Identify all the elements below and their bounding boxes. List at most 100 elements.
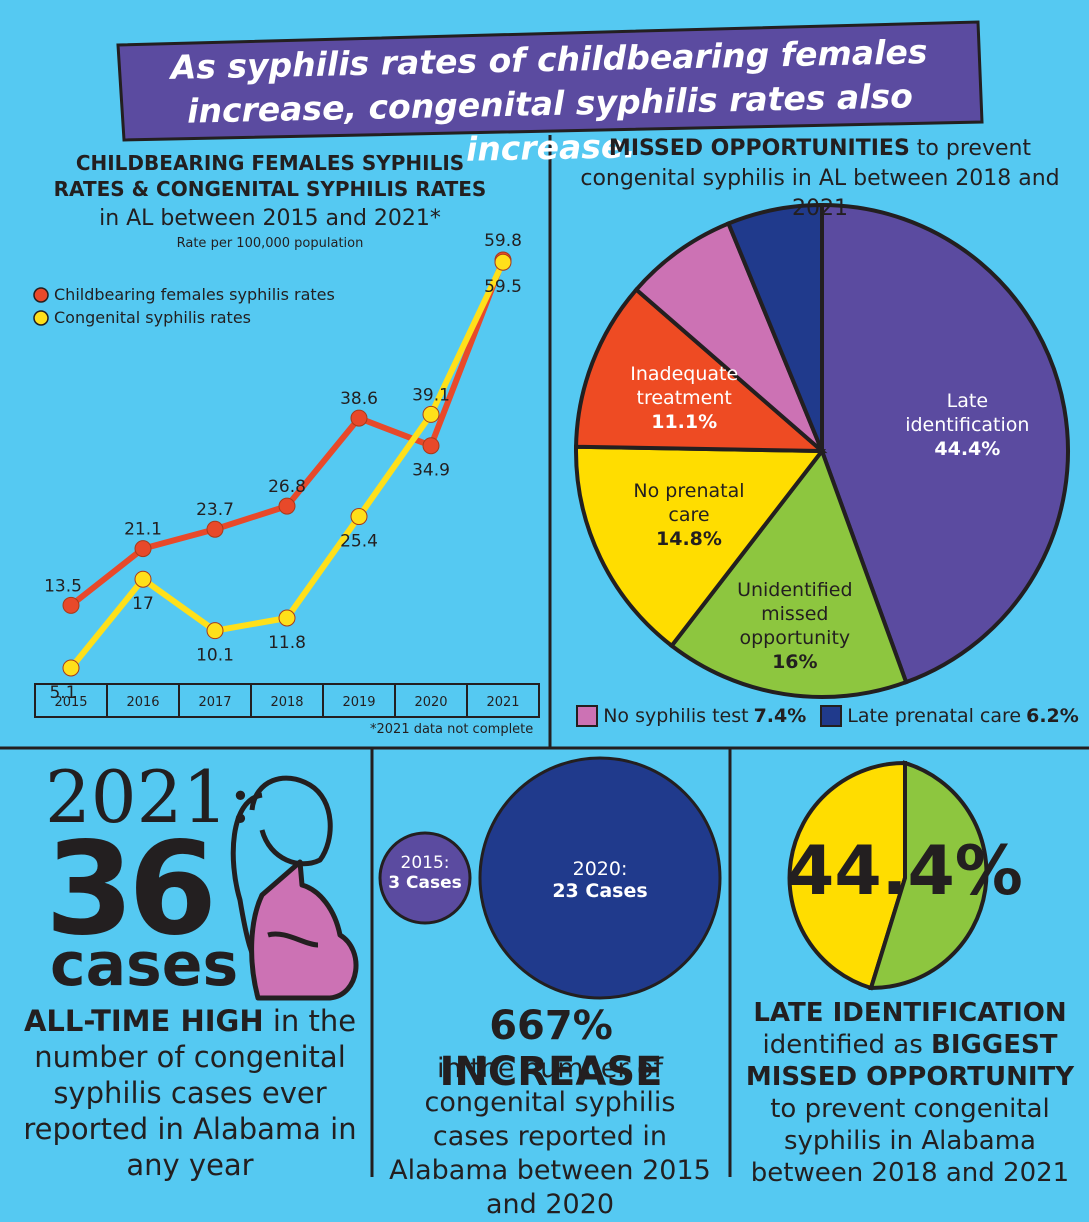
legend-item: No syphilis test 7.4% xyxy=(576,705,806,727)
x-tick-label: 2020 xyxy=(414,695,447,710)
data-point xyxy=(206,520,224,538)
data-point xyxy=(62,596,80,614)
pie-slice xyxy=(574,444,827,649)
pie-label-value: 14.8% xyxy=(656,527,722,550)
dividers xyxy=(0,135,1089,1177)
data-label: 23.7 xyxy=(196,500,234,520)
legend-value: 7.4% xyxy=(753,705,807,727)
cases-text: ALL-TIME HIGH in the number of congenita… xyxy=(20,1003,360,1183)
line-subtitle: in AL between 2015 and 2021* xyxy=(99,206,441,231)
legend-marker xyxy=(33,310,49,326)
x-tick-label: 2016 xyxy=(126,695,159,710)
graphics: 2015 2016 2017 2018 2019 2020 2021 Childbearing… xyxy=(0,20,1089,1177)
late-text2: to prevent congenital syphilis in Alabam… xyxy=(750,1094,1070,1188)
data-label: 11.8 xyxy=(268,633,306,653)
pie-heading: MISSED OPPORTUNITIES to prevent congenit… xyxy=(560,134,1080,224)
data-point xyxy=(278,497,296,515)
data-label: 59.5 xyxy=(484,277,522,297)
legend-swatch xyxy=(820,705,843,727)
data-label: 38.6 xyxy=(340,389,378,409)
data-label: 25.4 xyxy=(340,532,378,552)
data-point xyxy=(134,540,152,558)
late-pie xyxy=(787,760,989,991)
pie-slice xyxy=(633,220,824,453)
pie-label-name: Unidentified missed opportunity xyxy=(737,579,853,650)
series-group xyxy=(62,251,512,677)
data-label: 13.5 xyxy=(44,576,82,596)
data-point xyxy=(350,409,368,427)
pie-slice xyxy=(574,286,828,454)
legend-label: Late prenatal care xyxy=(847,705,1022,727)
data-label: 34.9 xyxy=(412,461,450,481)
small-circle xyxy=(378,831,472,925)
data-point xyxy=(134,570,152,588)
late-head1: LATE IDENTIFICATION xyxy=(753,998,1067,1028)
pie-slice xyxy=(725,202,824,452)
y-label: Rate per 100,000 population xyxy=(176,236,364,251)
legend-item: Late prenatal care 6.2% xyxy=(820,705,1079,727)
data-label: 21.1 xyxy=(124,520,162,540)
pie-label-name: No prenatal care xyxy=(633,479,745,526)
line-title: CHILDBEARING FEMALES SYPHILIS RATES & CO… xyxy=(53,151,487,201)
data-label: 5.1 xyxy=(49,683,76,703)
legend-marker xyxy=(33,287,49,303)
pie-label-value: 16% xyxy=(772,651,818,674)
pie-slice xyxy=(820,202,1070,685)
big-circle xyxy=(478,756,722,1000)
pie-label: No prenatal care 14.8% xyxy=(614,470,764,560)
data-point xyxy=(62,659,80,677)
pie-label-name: Late identification xyxy=(905,390,1030,437)
big-year: 2020: xyxy=(572,858,628,880)
cases-unit: cases xyxy=(50,930,239,1000)
cases-body: in the number of congenital syphilis cas… xyxy=(23,1004,357,1182)
pie-label: Unidentified missed opportunity 16% xyxy=(720,579,870,674)
data-label: 39.1 xyxy=(412,385,450,405)
pie-legend: No syphilis test 7.4% Late prenatal care 6.… xyxy=(570,705,1085,727)
banner-box xyxy=(116,20,984,142)
data-point xyxy=(422,437,440,455)
big-circle-text: 2020: 23 Cases xyxy=(520,858,680,902)
data-point xyxy=(350,508,368,526)
pie-subtitle: to prevent congenital syphilis in AL bet… xyxy=(580,136,1060,221)
data-point xyxy=(206,622,224,640)
increase-headline: 667% INCREASE xyxy=(439,1003,663,1095)
small-circle-text: 2015: 3 Cases xyxy=(380,853,470,893)
pie-slice xyxy=(668,446,909,699)
cases-highlight: ALL-TIME HIGH xyxy=(23,1004,264,1038)
legend-value: 6.2% xyxy=(1026,705,1079,727)
data-label: 59.8 xyxy=(484,231,522,251)
small-year: 2015: xyxy=(400,853,450,873)
late-text: LATE IDENTIFICATION identified as BIGGES… xyxy=(740,997,1080,1189)
cases-year: 2021: xyxy=(45,755,253,839)
late-text1: identified as xyxy=(762,1030,923,1060)
x-tick-label: 2015 xyxy=(54,695,87,710)
x-tick-label: 2021 xyxy=(486,695,519,710)
x-axis-box xyxy=(34,683,540,718)
data-point xyxy=(422,405,440,423)
late-percent: 44.4% xyxy=(787,832,1023,911)
woman-icon xyxy=(230,775,359,1001)
pie-label: Inadequate treatment 11.1% xyxy=(609,353,759,443)
cases-number: 36 xyxy=(45,815,217,964)
increase-text: in the number of congenital syphilis cas… xyxy=(389,1053,711,1220)
small-cases: 3 Cases xyxy=(388,873,462,893)
data-label: 10.1 xyxy=(196,646,234,666)
x-tick-label: 2017 xyxy=(198,695,231,710)
data-label: 26.8 xyxy=(268,477,306,497)
late-head2: BIGGEST MISSED OPPORTUNITY xyxy=(745,1030,1075,1092)
legend-swatch xyxy=(576,705,599,727)
pie-label: Late identification 44.4% xyxy=(892,380,1042,470)
pie-label-value: 44.4% xyxy=(934,438,1001,461)
pie-part xyxy=(787,760,907,991)
data-label: 17 xyxy=(132,594,154,614)
legend-label: No syphilis test xyxy=(603,705,749,727)
pie-label-value: 11.1% xyxy=(651,411,718,434)
data-point xyxy=(494,253,512,271)
pie-label-name: Inadequate treatment xyxy=(630,363,739,410)
data-point xyxy=(278,609,296,627)
page: 2015 2016 2017 2018 2019 2020 2021 Childbearing… xyxy=(0,20,1089,1220)
note: *2021 data not complete xyxy=(370,722,534,737)
x-tick-label: 2018 xyxy=(270,695,303,710)
legend-label: Childbearing females syphilis rates xyxy=(54,285,335,304)
big-cases: 23 Cases xyxy=(552,880,648,902)
